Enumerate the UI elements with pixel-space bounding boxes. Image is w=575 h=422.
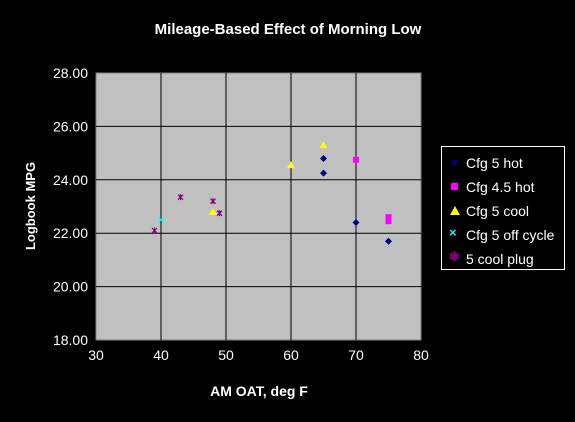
data-points: [151, 141, 392, 245]
y-tick-label: 22.00: [53, 225, 88, 241]
square-marker-icon: [448, 180, 462, 194]
data-point-series-1: [385, 218, 392, 225]
legend-label: Cfg 5 cool: [466, 203, 530, 219]
data-point-series-4: [216, 210, 223, 217]
data-point-series-0: [320, 154, 327, 162]
x-tick-label: 60: [283, 347, 299, 363]
x-tick-label: 40: [153, 347, 169, 363]
y-axis-label: Logbook MPG: [23, 162, 38, 250]
y-tick-label: 18.00: [53, 332, 88, 348]
data-point-series-2: [319, 141, 328, 149]
legend-item-5-cool-plug: ✱ 5 cool plug: [448, 247, 564, 271]
plot-area: [95, 72, 422, 341]
y-tick-label: 20.00: [53, 279, 88, 295]
data-point-series-2: [209, 207, 217, 215]
x-tick-label: 30: [88, 347, 104, 363]
data-point-series-3: [158, 216, 164, 223]
y-tick-label: 26.00: [53, 118, 88, 134]
x-tick-label: 50: [218, 347, 234, 363]
x-axis-label: AM OAT, deg F: [210, 383, 308, 399]
data-point-series-1: [353, 156, 359, 163]
legend-label: Cfg 4.5 hot: [466, 179, 535, 195]
star-marker-icon: ✱: [449, 249, 460, 264]
data-point-series-4: [177, 194, 184, 201]
x-tick-label: 80: [413, 347, 429, 363]
data-point-series-0: [320, 169, 327, 177]
legend-item-cfg5-cool: Cfg 5 cool: [448, 199, 564, 223]
diamond-marker-icon: [448, 156, 462, 170]
x-tick-label: 70: [348, 347, 364, 363]
chart-title: Mileage-Based Effect of Morning Low: [155, 21, 422, 38]
x-marker-icon: ×: [449, 225, 457, 240]
legend-label: Cfg 5 off cycle: [466, 227, 555, 243]
triangle-marker-icon: [448, 204, 462, 218]
legend-item-cfg5-hot: Cfg 5 hot: [448, 151, 564, 175]
data-point-series-0: [385, 237, 392, 245]
data-point-series-0: [352, 219, 360, 227]
data-point-series-1: [385, 214, 392, 221]
gridlines: [96, 73, 421, 340]
y-tick-label: 28.00: [53, 65, 88, 81]
legend: Cfg 5 hot Cfg 4.5 hot Cfg 5 cool × Cfg 5…: [441, 146, 565, 270]
data-point-series-2: [287, 161, 295, 169]
legend-label: 5 cool plug: [466, 251, 534, 267]
data-point-series-4: [151, 227, 158, 234]
data-point-series-4: [210, 198, 216, 205]
y-tick-label: 24.00: [53, 172, 88, 188]
legend-item-cfg45-hot: Cfg 4.5 hot: [448, 175, 564, 199]
legend-item-cfg5-off-cycle: × Cfg 5 off cycle: [448, 223, 564, 247]
legend-label: Cfg 5 hot: [466, 155, 523, 171]
tick-labels: 30 40 50 60 70 80 18.00 20.00 22.00 24.00 26.00 28.…: [53, 65, 429, 363]
